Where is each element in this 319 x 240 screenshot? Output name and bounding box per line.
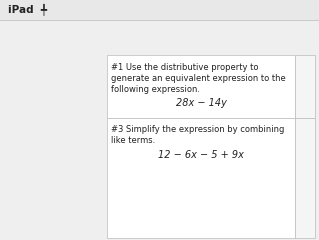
- Text: #3 Simplify the expression by combining: #3 Simplify the expression by combining: [111, 125, 284, 134]
- Bar: [107, 55, 295, 118]
- Text: 12 − 6x − 5 + 9x: 12 − 6x − 5 + 9x: [158, 150, 244, 160]
- Text: generate an equivalent expression to the: generate an equivalent expression to the: [111, 74, 286, 83]
- Text: 28x − 14y: 28x − 14y: [175, 98, 226, 108]
- Text: like terms.: like terms.: [111, 136, 155, 145]
- Bar: [0, 0, 319, 20]
- Bar: [107, 118, 295, 238]
- Text: #1 Use the distributive property to: #1 Use the distributive property to: [111, 63, 258, 72]
- Bar: [295, 55, 315, 118]
- Text: following expression.: following expression.: [111, 85, 200, 94]
- Bar: [295, 118, 315, 238]
- Text: iPad  ╇: iPad ╇: [8, 4, 47, 16]
